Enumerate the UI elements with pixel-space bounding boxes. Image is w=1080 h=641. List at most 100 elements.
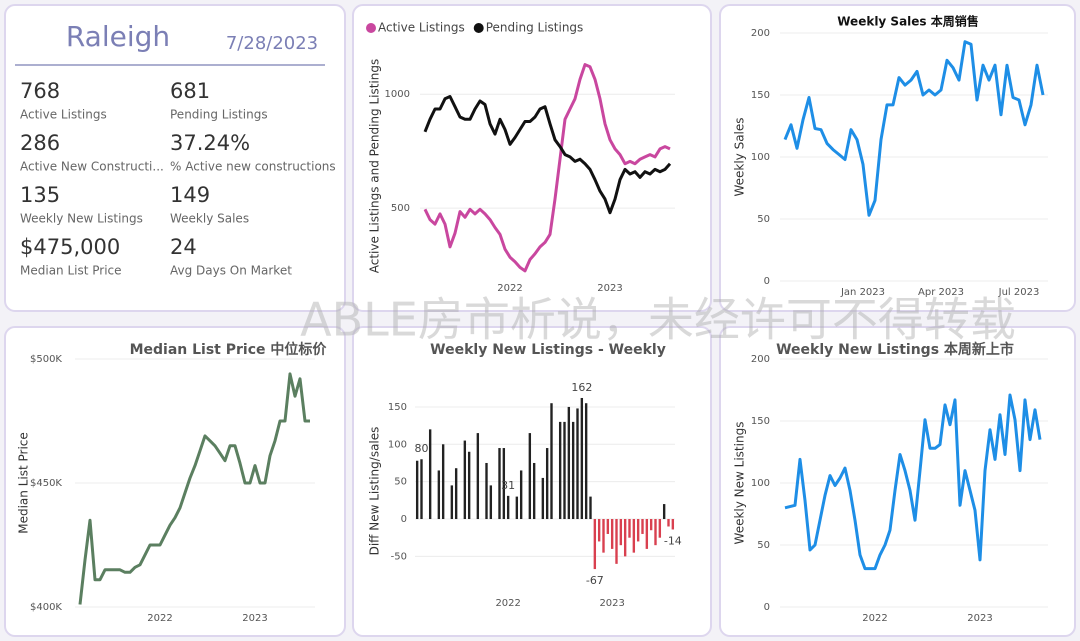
bar	[519, 470, 523, 520]
line	[78, 372, 310, 605]
bar	[628, 519, 631, 538]
y-tick-label: $450K	[30, 478, 62, 489]
legend-marker	[473, 23, 484, 33]
y-tick-label: 150	[388, 402, 407, 413]
date: 7/28/2023	[226, 33, 318, 54]
y-tick-label: 100	[751, 152, 770, 163]
card	[352, 4, 712, 312]
bar	[602, 519, 605, 553]
bar	[541, 477, 545, 520]
y-axis-label: Diff New Listing/sales	[368, 427, 382, 556]
kpi-value: 149	[170, 183, 210, 207]
bar	[576, 408, 579, 520]
y-tick-label: 150	[751, 90, 770, 101]
y-tick-label: 0	[401, 514, 407, 525]
bar	[467, 451, 471, 520]
y-axis-label: Weekly New Listings	[733, 422, 747, 545]
data-label: 31	[501, 479, 515, 492]
y-tick-label: 500	[391, 203, 410, 214]
kpi-value: 286	[20, 131, 60, 155]
line	[423, 95, 672, 215]
x-tick-label: Apr 2023	[918, 287, 964, 298]
bar	[563, 421, 566, 520]
bar	[515, 496, 519, 520]
data-label: 80	[415, 442, 429, 455]
city: Raleigh	[66, 20, 170, 53]
kpi-value: 37.24%	[170, 131, 250, 155]
bar	[502, 448, 506, 520]
bar	[528, 433, 532, 520]
bar	[450, 485, 454, 520]
bar	[619, 519, 623, 546]
bar	[610, 519, 614, 549]
bar	[671, 519, 675, 530]
bar	[567, 406, 571, 520]
bar	[580, 397, 584, 520]
bar	[654, 519, 657, 546]
bar	[506, 495, 510, 520]
y-tick-label: 100	[751, 478, 770, 489]
kpi-value: 681	[170, 79, 210, 103]
kpi-label: Weekly Sales	[170, 212, 249, 226]
legend-label: Active Listings	[378, 21, 465, 35]
bar	[632, 519, 636, 553]
data-label: 162	[571, 381, 592, 394]
y-tick-label: -50	[391, 551, 407, 562]
bar	[428, 429, 432, 520]
watermark: ABLE房市析说，未经许可不得转载	[300, 293, 1016, 347]
x-tick-label: 2023	[242, 613, 267, 624]
y-tick-label: 200	[751, 354, 770, 365]
charts: Active Listings and Pending Listings 5001…	[17, 14, 1048, 624]
y-tick-label: 150	[751, 416, 770, 427]
x-tick-label: 2022	[147, 613, 172, 624]
line	[784, 393, 1042, 571]
bar	[437, 470, 441, 520]
bar	[623, 519, 627, 557]
bar	[589, 496, 592, 520]
y-tick-label: 50	[757, 214, 770, 225]
bar	[454, 468, 458, 520]
bar	[441, 444, 445, 520]
y-tick-label: 50	[394, 477, 407, 488]
kpi-value: 768	[20, 79, 60, 103]
kpi-value: 135	[20, 183, 60, 207]
chart-title: Median List Price 中位标价	[130, 341, 328, 358]
legend-marker	[366, 23, 376, 33]
kpi-value: 24	[170, 235, 197, 259]
kpi-label: Avg Days On Market	[170, 264, 292, 278]
y-axis-label: Median List Price	[17, 432, 31, 534]
x-tick-label: 2022	[862, 613, 887, 624]
bar	[667, 519, 670, 527]
card	[719, 4, 1076, 312]
bar	[463, 440, 467, 520]
x-tick-label: 2022	[497, 283, 522, 294]
bar	[489, 485, 493, 520]
y-tick-label: 200	[751, 28, 770, 39]
bar	[606, 519, 610, 534]
bar	[532, 462, 536, 520]
bar	[584, 403, 588, 520]
bar	[636, 519, 640, 542]
kpi-label: Pending Listings	[170, 108, 268, 122]
x-tick-label: 2023	[597, 283, 622, 294]
bar	[485, 462, 488, 520]
data-label: -67	[586, 574, 604, 587]
x-tick-label: 2023	[599, 598, 624, 609]
y-tick-label: 50	[757, 540, 770, 551]
bar	[550, 403, 553, 520]
chart-title: Weekly Sales 本周销售	[837, 14, 979, 29]
kpi-label: Active Listings	[20, 108, 107, 122]
y-tick-label: 1000	[385, 89, 410, 100]
kpi-value: $475,000	[20, 235, 120, 259]
line	[423, 63, 671, 273]
x-tick-label: 2022	[495, 598, 520, 609]
legend-label: Pending Listings	[486, 21, 584, 35]
bar	[645, 519, 649, 549]
bar	[415, 460, 419, 520]
bar	[615, 519, 618, 564]
bar	[558, 421, 562, 520]
bar	[597, 519, 601, 542]
kpi-label: Active New Constructi...	[20, 160, 164, 174]
